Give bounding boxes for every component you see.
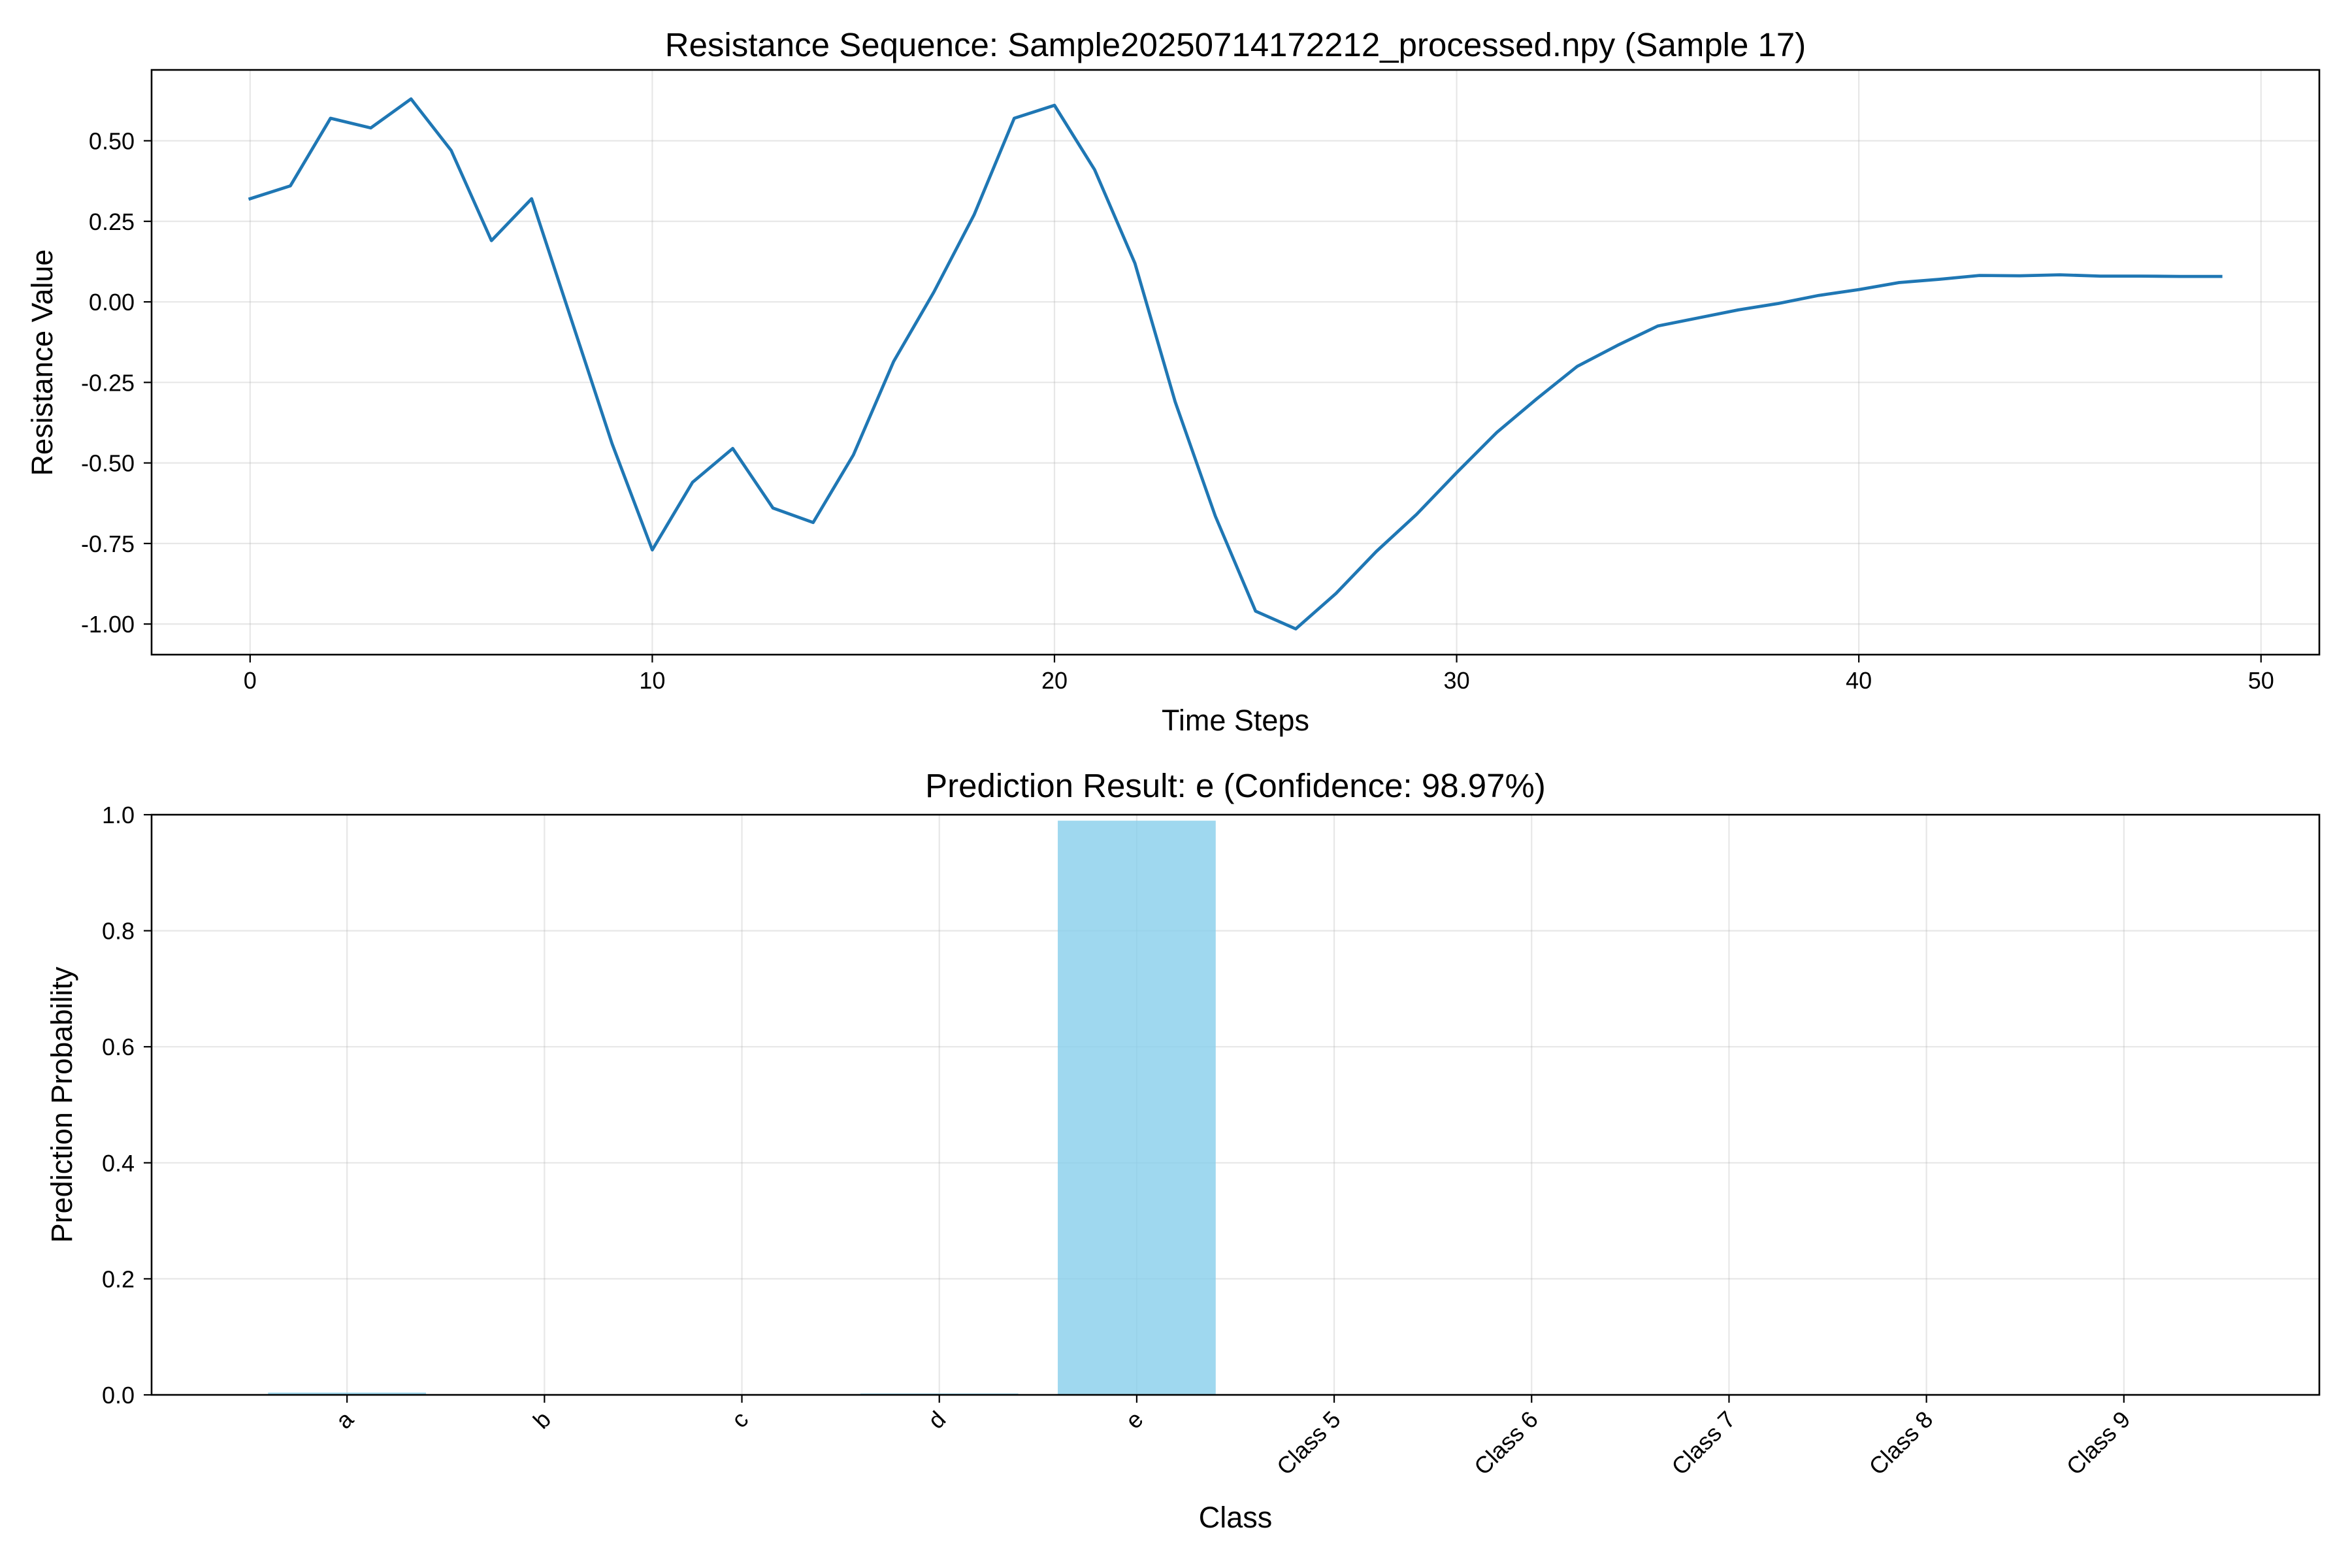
line-chart-ytick-label: -0.50 xyxy=(81,450,135,477)
bar-chart-ytick-label: 0.0 xyxy=(102,1382,135,1409)
line-chart-frame xyxy=(150,69,2321,656)
line-chart-grid xyxy=(152,70,2319,655)
line-chart-xtick-label: 50 xyxy=(2248,667,2274,694)
prediction-bar-chart: Prediction Result: e (Confidence: 98.97%… xyxy=(45,767,2321,1534)
bar-e xyxy=(1058,821,1216,1395)
line-chart-xtick-label: 0 xyxy=(244,667,257,694)
bar-chart-ytick-label: 0.4 xyxy=(102,1150,135,1177)
line-chart-ticks: 0 10 20 30 40 50 0.50 0.25 0.00 -0.25 -0.50 -0.75 -1… xyxy=(81,127,2274,694)
bar-chart-frame xyxy=(150,813,2321,1396)
line-chart-ytick-label: 0.25 xyxy=(89,208,135,235)
bar-chart-ytick-label: 1.0 xyxy=(102,802,135,828)
bar-chart-ytick-label: 0.2 xyxy=(102,1266,135,1292)
line-chart-xtick-label: 20 xyxy=(1041,667,1068,694)
line-chart-xtick-label: 30 xyxy=(1444,667,1470,694)
bar-a xyxy=(268,1392,427,1395)
line-chart-xlabel: Time Steps xyxy=(1162,704,1309,737)
bar-chart-ytick-label: 0.6 xyxy=(102,1034,135,1060)
line-chart-ytick-label: -1.00 xyxy=(81,611,135,638)
line-chart-ytick-label: 0.00 xyxy=(89,289,135,316)
line-chart-ytick-label: -0.25 xyxy=(81,369,135,396)
line-chart-ytick-label: -0.75 xyxy=(81,531,135,557)
bar-chart-ytick-label: 0.8 xyxy=(102,918,135,945)
line-chart-xtick-label: 10 xyxy=(639,667,665,694)
resistance-series-line xyxy=(248,97,2223,630)
bar-chart-bars xyxy=(268,821,1216,1395)
line-chart-xtick-label: 40 xyxy=(1846,667,1872,694)
resistance-line-chart: Resistance Sequence: Sample2025071417221… xyxy=(25,26,2321,737)
line-chart-ytick-label: 0.50 xyxy=(89,127,135,154)
bar-chart-ylabel: Prediction Probability xyxy=(45,966,78,1243)
bar-chart-title: Prediction Result: e (Confidence: 98.97%… xyxy=(925,767,1546,804)
line-chart-ylabel: Resistance Value xyxy=(25,250,59,476)
bar-chart-xlabel: Class xyxy=(1199,1501,1273,1534)
line-chart-title: Resistance Sequence: Sample2025071417221… xyxy=(665,26,1806,63)
